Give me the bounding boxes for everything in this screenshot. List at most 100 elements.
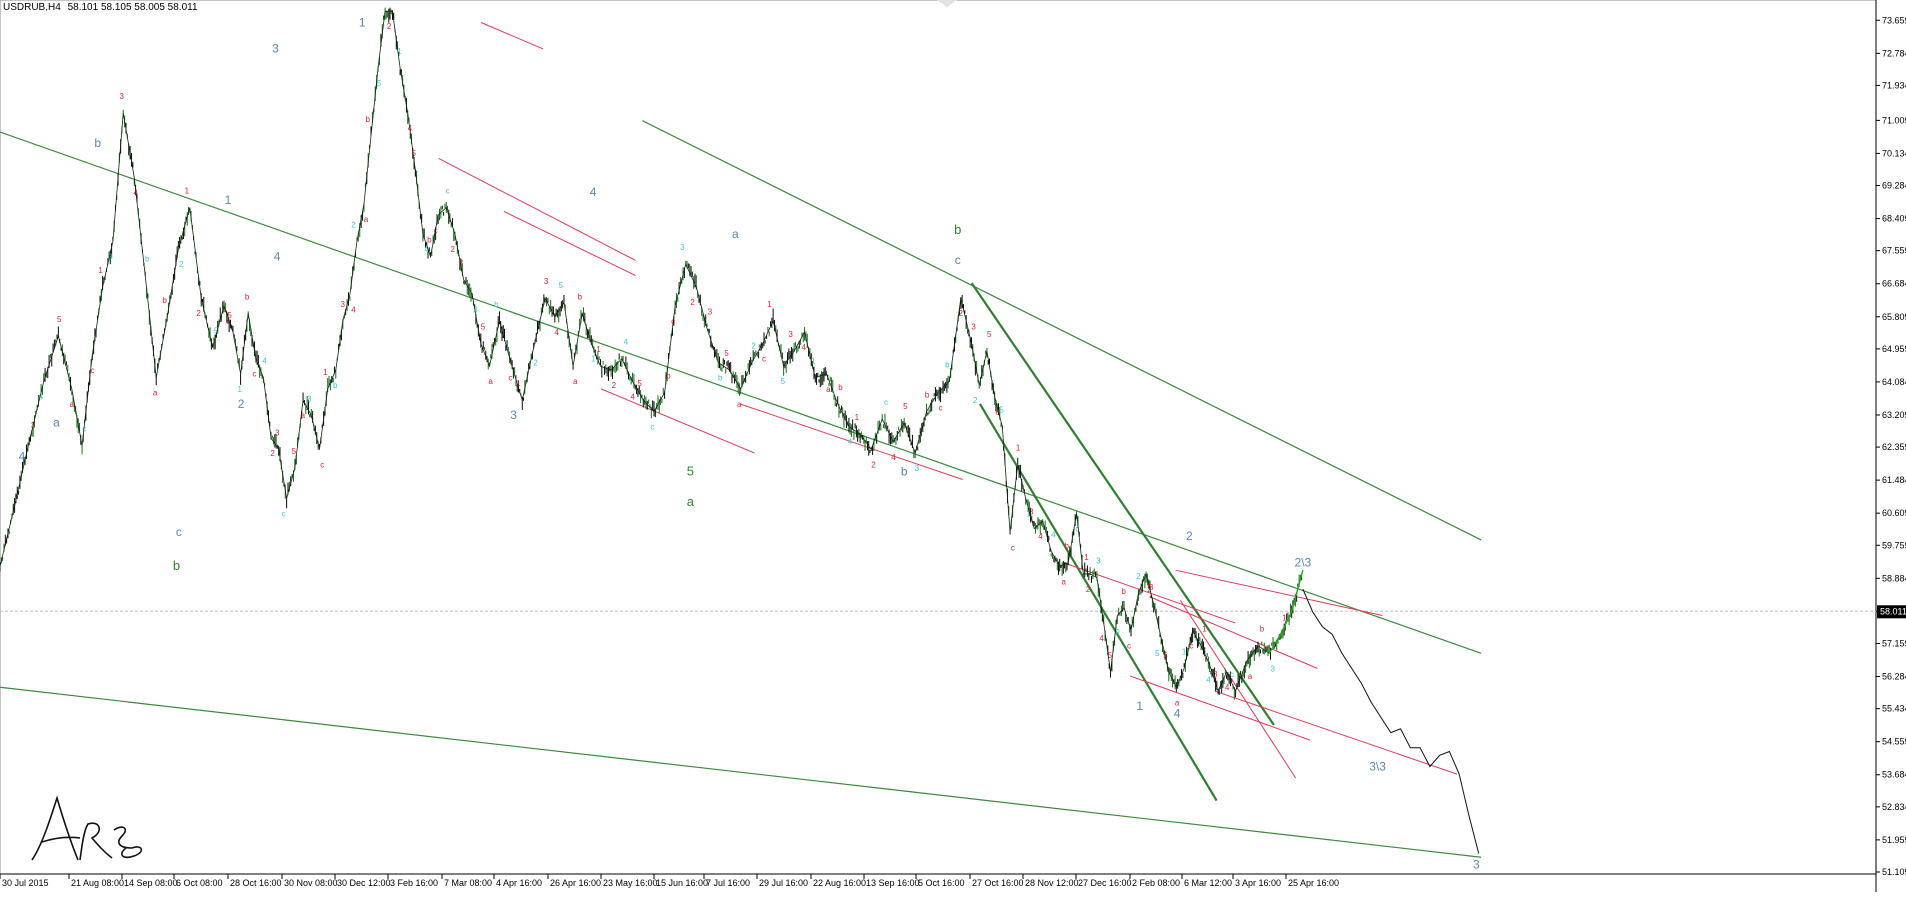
time-tick-label: 2 Feb 08:00	[1132, 878, 1180, 888]
minor-wave-mark: 5	[481, 323, 486, 332]
minor-wave-mark: 5	[637, 379, 642, 388]
price-tick-label: 73.659	[1882, 15, 1906, 25]
wave-label-blue: 4	[590, 185, 597, 199]
minor-wave-mark: 1	[596, 345, 601, 354]
minor-wave-mark: 3	[459, 258, 464, 267]
minor-wave-mark: 5	[292, 447, 297, 456]
minor-wave-mark: 2	[751, 341, 756, 350]
minor-wave-mark: 1	[811, 357, 816, 366]
time-tick-label: 21 Aug 08:00	[71, 878, 124, 888]
wave-label-blue: 1	[359, 15, 366, 29]
minor-wave-mark: 1	[1182, 647, 1187, 656]
time-tick-label: 14 Sep 08:00	[124, 878, 178, 888]
price-tick-label: 63.209	[1882, 410, 1906, 420]
price-tick-label: 62.359	[1882, 442, 1906, 452]
symbol-label: USDRUB,H4	[3, 2, 61, 13]
channel-line	[739, 403, 963, 481]
minor-wave-mark: 3	[788, 330, 793, 339]
minor-wave-mark: 5	[1108, 651, 1113, 660]
chart-shift-marker[interactable]	[937, 0, 957, 7]
wave-label-blue: 4	[1174, 706, 1181, 720]
minor-wave-mark: c	[1189, 642, 1193, 651]
minor-wave-mark: a	[69, 400, 74, 409]
time-tick-label: 3 Feb 16:00	[390, 878, 438, 888]
wave-label-blue: 3	[1473, 858, 1480, 872]
wave-label-blue: c	[176, 525, 182, 539]
time-tick-label: 27 Oct 16:00	[972, 878, 1024, 888]
minor-wave-mark: 2	[1136, 572, 1141, 581]
minor-wave-mark: 3	[307, 394, 312, 403]
wave-label-green: b	[954, 222, 961, 237]
minor-wave-mark: 1	[323, 368, 328, 377]
wave-label-blue: 4	[274, 249, 281, 263]
series-layer	[0, 10, 1480, 854]
minor-wave-mark: c	[1230, 670, 1234, 679]
minor-wave-mark: 3	[915, 464, 920, 473]
minor-wave-mark: 2	[179, 260, 184, 269]
price-tick-label: 61.484	[1882, 475, 1906, 485]
time-tick-label: 6 Mar 12:00	[1184, 878, 1232, 888]
minor-wave-mark: 3	[275, 428, 280, 437]
price-axis: 73.659 72.784 71.934 71.009 70.134 69.284 68.4…	[1876, 15, 1906, 877]
minor-wave-mark: b	[427, 236, 432, 245]
time-axis: 30 Jul 2015 21 Aug 08:00 14 Sep 08:006 Oct…	[0, 874, 1339, 888]
time-tick-label: 13 Sep 16:00	[866, 878, 920, 888]
minor-wave-mark: c	[884, 398, 888, 407]
minor-wave-mark: b	[578, 292, 583, 301]
minor-wave-mark: 5	[377, 79, 382, 88]
minor-wave-mark: 4	[1225, 683, 1230, 692]
channel-line	[1063, 562, 1236, 624]
price-tick-label: 59.759	[1882, 540, 1906, 550]
wave-label-blue: 4	[19, 450, 26, 464]
wave-label-blue: 2	[238, 397, 245, 411]
minor-wave-mark: 4	[891, 453, 896, 462]
minor-wave-mark: b	[718, 373, 723, 382]
time-tick-label: 30 Nov 08:00	[284, 878, 338, 888]
minor-wave-mark: 4	[624, 338, 629, 347]
minor-wave-mark: 1	[767, 300, 772, 309]
price-tick-label: 60.609	[1882, 508, 1906, 518]
price-tick-label: 72.784	[1882, 48, 1906, 58]
minor-wave-mark: 3	[544, 277, 549, 286]
minor-wave-mark: 3	[1213, 670, 1218, 679]
minor-wave-mark: b	[245, 292, 250, 301]
time-tick-label: 27 Dec 16:00	[1078, 878, 1132, 888]
price-tick-label: 66.684	[1882, 279, 1906, 289]
price-tick-label: 68.409	[1882, 214, 1906, 224]
minor-wave-mark: b	[162, 296, 167, 305]
minor-wave-mark: 4	[226, 317, 231, 326]
minor-wave-mark: 4	[848, 438, 853, 447]
chart-title: USDRUB,H4 58.101 58.105 58.005 58.011	[3, 2, 198, 13]
minor-wave-mark: a	[573, 377, 578, 386]
minor-wave-mark: b	[494, 300, 499, 309]
minor-wave-mark: b	[333, 381, 338, 390]
time-tick-label: 30 Dec 12:00	[337, 878, 391, 888]
minor-wave-mark: 5	[227, 311, 232, 320]
minor-wave-mark: a	[364, 215, 369, 224]
minor-wave-mark: 5	[987, 330, 992, 339]
time-tick-label: 5 Oct 16:00	[918, 878, 965, 888]
minor-wave-mark: 1	[237, 385, 242, 394]
channel-line	[600, 388, 755, 454]
minor-wave-mark: c	[282, 509, 286, 518]
minor-wave-mark: 1	[516, 379, 521, 388]
minor-wave-mark: 1	[397, 47, 402, 56]
minor-wave-mark: 5	[781, 377, 786, 386]
time-tick-label: 28 Nov 12:00	[1025, 878, 1079, 888]
minor-wave-mark: a	[153, 389, 158, 398]
wave-label-green: b	[173, 558, 180, 573]
channel-line	[1175, 569, 1383, 616]
wave-labels: 5b34ac1234143acb212\33\33\34abab5	[19, 15, 1480, 872]
minor-wave-mark: 2	[1086, 585, 1091, 594]
minor-wave-mark: c	[1127, 642, 1131, 651]
time-tick-label: 29 Jul 16:00	[759, 878, 808, 888]
minor-wave-mark: c	[91, 366, 95, 375]
minor-wave-mark: a	[1248, 672, 1253, 681]
price-tick-label: 64.959	[1882, 344, 1906, 354]
minor-wave-mark: 3	[1096, 557, 1101, 566]
time-tick-label: 3 Apr 16:00	[1235, 878, 1281, 888]
minor-wave-mark: b	[1121, 587, 1126, 596]
